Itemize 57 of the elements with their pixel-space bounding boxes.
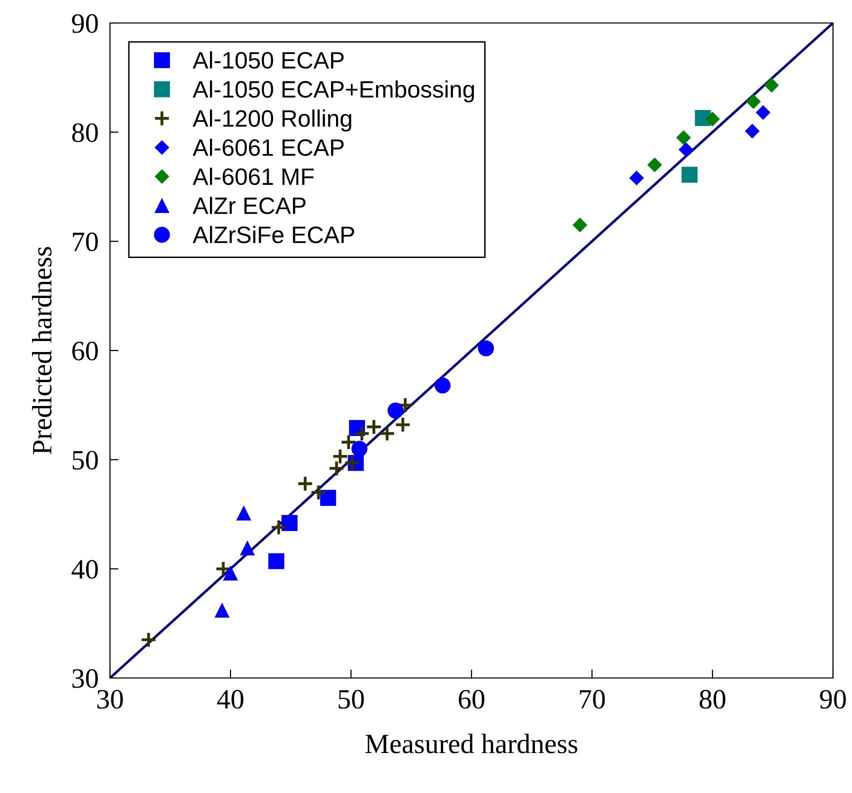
x-tick-label: 70: [580, 690, 605, 709]
legend-label: Al-1050 ECAP: [192, 51, 344, 69]
point: [332, 448, 348, 465]
point: [745, 124, 760, 138]
point: [378, 425, 396, 442]
legend-label: AlZrSiFe ECAP: [192, 226, 354, 244]
point: [746, 94, 761, 109]
point: [366, 418, 382, 436]
x-tick-label: 40: [217, 690, 244, 709]
point: [214, 603, 230, 618]
point: [629, 170, 644, 186]
point: [678, 142, 694, 157]
point: [310, 484, 327, 501]
legend-label: AlZr ECAP: [192, 196, 306, 214]
point: [140, 631, 157, 648]
legend-label: Al-1050 ECAP+Embossing: [192, 80, 474, 102]
x-tick-label: 50: [338, 690, 364, 709]
point: [388, 402, 404, 419]
point: [268, 553, 284, 570]
point: [351, 440, 368, 457]
y-tick-label: 60: [72, 342, 98, 360]
y-axis-title: Predicted hardness: [32, 246, 52, 454]
x-tick-label: 90: [820, 690, 846, 709]
legend-label: Al-6061 MF: [192, 168, 314, 186]
point: [236, 506, 252, 520]
y-tick-label: 90: [72, 14, 98, 33]
point: [354, 425, 370, 442]
point: [223, 566, 238, 580]
y-tick-label: 30: [72, 669, 98, 688]
y-tick-label: 50: [72, 450, 98, 470]
point: [478, 340, 494, 356]
x-tick-label: 80: [700, 690, 726, 709]
x-tick-label: 60: [458, 690, 484, 709]
point: [282, 514, 298, 531]
point: [344, 454, 361, 472]
point: [764, 78, 779, 92]
point: [394, 416, 412, 434]
point: [647, 158, 662, 172]
point: [270, 519, 288, 536]
point: [434, 377, 451, 394]
point: [340, 434, 357, 451]
legend-label: Al-1200 Rolling: [192, 110, 352, 132]
point: [296, 475, 314, 492]
x-axis-title: Measured hardness: [365, 734, 578, 754]
legend-label: Al-6061 ECAP: [192, 138, 344, 156]
y-tick-label: 40: [72, 560, 98, 579]
point: [320, 490, 336, 506]
x-tick-label: 30: [97, 690, 123, 709]
y-tick-label: 80: [72, 123, 98, 142]
point: [705, 112, 720, 126]
point: [328, 460, 345, 477]
point: [572, 218, 588, 232]
point: [676, 130, 691, 145]
point: [756, 105, 770, 120]
point: [240, 540, 255, 556]
y-tick-label: 70: [72, 232, 98, 252]
point: [682, 166, 698, 183]
